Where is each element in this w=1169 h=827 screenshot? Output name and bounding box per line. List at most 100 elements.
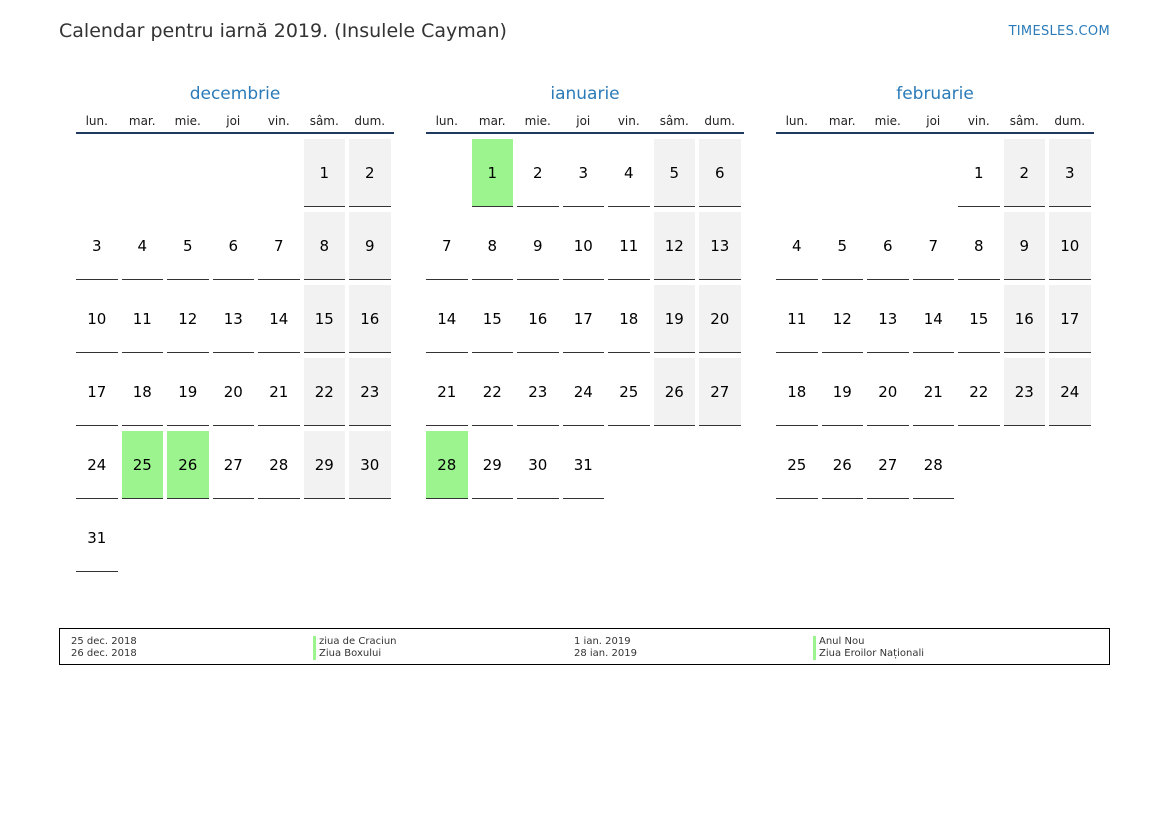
day-cell[interactable]: 28 — [912, 431, 954, 499]
day-cell[interactable]: 2 — [349, 139, 391, 207]
day-cell[interactable]: 12 — [167, 285, 209, 353]
day-cell[interactable]: 11 — [776, 285, 818, 353]
day-cell[interactable]: 22 — [471, 358, 513, 426]
day-cell[interactable]: 6 — [212, 212, 254, 280]
day-cell[interactable]: 16 — [349, 285, 391, 353]
day-cell[interactable]: 16 — [517, 285, 559, 353]
holiday-color-marker — [313, 636, 316, 660]
day-cell[interactable]: 5 — [653, 139, 695, 207]
day-cell[interactable]: 5 — [821, 212, 863, 280]
day-cell[interactable]: 10 — [562, 212, 604, 280]
day-cell[interactable]: 27 — [212, 431, 254, 499]
day-cell[interactable]: 12 — [653, 212, 695, 280]
day-cell[interactable]: 16 — [1003, 285, 1045, 353]
day-cell[interactable]: 15 — [958, 285, 1000, 353]
day-cell[interactable]: 11 — [608, 212, 650, 280]
weekday-header: lun. mar. mie. joi vin. sâm. dum. — [776, 114, 1094, 134]
day-cell[interactable]: 1 — [303, 139, 345, 207]
page-title: Calendar pentru iarnă 2019. (Insulele Ca… — [59, 20, 507, 42]
day-cell[interactable]: 13 — [699, 212, 741, 280]
day-cell[interactable]: 1 — [958, 139, 1000, 207]
day-cell[interactable]: 10 — [76, 285, 118, 353]
day-cell[interactable]: 25 — [776, 431, 818, 499]
weekday-label: vin. — [967, 114, 990, 128]
day-cell[interactable]: 28 — [258, 431, 300, 499]
day-cell[interactable]: 25 — [608, 358, 650, 426]
day-cell[interactable]: 23 — [517, 358, 559, 426]
day-cell[interactable]: 24 — [76, 431, 118, 499]
day-cell[interactable]: 17 — [562, 285, 604, 353]
day-cell[interactable]: 7 — [426, 212, 468, 280]
holiday-day-cell[interactable]: 1 — [471, 139, 513, 207]
legend-holiday-name: Anul Nou — [819, 636, 865, 647]
day-cell[interactable]: 7 — [258, 212, 300, 280]
day-cell[interactable]: 22 — [303, 358, 345, 426]
day-cell[interactable]: 27 — [699, 358, 741, 426]
weekday-label: joi — [926, 114, 941, 128]
day-cell[interactable]: 3 — [1049, 139, 1091, 207]
day-cell[interactable]: 20 — [699, 285, 741, 353]
day-cell[interactable]: 21 — [258, 358, 300, 426]
day-cell[interactable]: 14 — [426, 285, 468, 353]
day-cell[interactable]: 21 — [426, 358, 468, 426]
day-cell[interactable]: 18 — [608, 285, 650, 353]
day-cell[interactable]: 27 — [867, 431, 909, 499]
day-cell[interactable]: 29 — [471, 431, 513, 499]
day-cell[interactable]: 20 — [212, 358, 254, 426]
day-cell[interactable]: 10 — [1049, 212, 1091, 280]
day-cell[interactable]: 3 — [76, 212, 118, 280]
holiday-day-cell[interactable]: 25 — [121, 431, 163, 499]
day-cell[interactable]: 8 — [958, 212, 1000, 280]
day-cell[interactable]: 26 — [653, 358, 695, 426]
day-cell[interactable]: 2 — [1003, 139, 1045, 207]
day-cell[interactable]: 17 — [1049, 285, 1091, 353]
day-cell[interactable]: 19 — [167, 358, 209, 426]
day-cell[interactable]: 13 — [212, 285, 254, 353]
brand-link[interactable]: TIMESLES.COM — [1008, 24, 1110, 39]
day-cell[interactable]: 4 — [776, 212, 818, 280]
day-cell[interactable]: 9 — [1003, 212, 1045, 280]
holiday-day-cell[interactable]: 28 — [426, 431, 468, 499]
day-cell[interactable]: 5 — [167, 212, 209, 280]
day-cell[interactable]: 30 — [517, 431, 559, 499]
holiday-day-cell[interactable]: 26 — [167, 431, 209, 499]
day-cell[interactable]: 14 — [258, 285, 300, 353]
day-cell[interactable]: 23 — [1003, 358, 1045, 426]
legend-names-right: Anul Nou Ziua Eroilor Naționali — [813, 636, 924, 660]
day-cell[interactable]: 8 — [303, 212, 345, 280]
day-cell[interactable]: 20 — [867, 358, 909, 426]
day-cell[interactable]: 15 — [471, 285, 513, 353]
day-cell[interactable]: 17 — [76, 358, 118, 426]
day-cell[interactable]: 6 — [867, 212, 909, 280]
day-cell[interactable]: 8 — [471, 212, 513, 280]
day-cell[interactable]: 24 — [562, 358, 604, 426]
day-cell[interactable]: 12 — [821, 285, 863, 353]
day-cell[interactable]: 23 — [349, 358, 391, 426]
day-cell[interactable]: 22 — [958, 358, 1000, 426]
day-cell[interactable]: 3 — [562, 139, 604, 207]
day-cell[interactable]: 31 — [76, 504, 118, 572]
day-cell[interactable]: 19 — [653, 285, 695, 353]
day-cell[interactable]: 18 — [776, 358, 818, 426]
day-cell[interactable]: 4 — [608, 139, 650, 207]
day-cell[interactable]: 11 — [121, 285, 163, 353]
day-cell[interactable]: 4 — [121, 212, 163, 280]
day-cell[interactable]: 31 — [562, 431, 604, 499]
day-cell[interactable]: 29 — [303, 431, 345, 499]
day-cell[interactable]: 24 — [1049, 358, 1091, 426]
day-cell[interactable]: 26 — [821, 431, 863, 499]
day-cell[interactable]: 14 — [912, 285, 954, 353]
day-cell[interactable]: 2 — [517, 139, 559, 207]
day-cell[interactable]: 6 — [699, 139, 741, 207]
day-cell[interactable]: 9 — [349, 212, 391, 280]
legend-date: 25 dec. 2018 — [71, 636, 137, 647]
day-cell[interactable]: 9 — [517, 212, 559, 280]
day-cell[interactable]: 15 — [303, 285, 345, 353]
day-cell[interactable]: 19 — [821, 358, 863, 426]
day-cell[interactable]: 7 — [912, 212, 954, 280]
day-cell[interactable]: 13 — [867, 285, 909, 353]
day-cell[interactable]: 18 — [121, 358, 163, 426]
day-cell[interactable]: 30 — [349, 431, 391, 499]
day-cell[interactable]: 21 — [912, 358, 954, 426]
